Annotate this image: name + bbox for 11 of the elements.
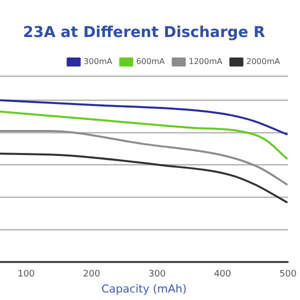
legend-label: 300mA (84, 57, 113, 66)
x-tick-label: 100 (18, 270, 36, 280)
x-tick-label: 400 (214, 270, 232, 280)
legend-label: 1200mA (188, 57, 223, 66)
x-tick-label: 300 (148, 270, 166, 280)
legend-label: 2000mA (246, 57, 281, 66)
x-axis-title: Capacity (mAh) (101, 282, 187, 296)
chart-title: 23A at Different Discharge R (22, 22, 266, 41)
x-tick-label: 500 (279, 270, 297, 280)
x-tick-label: 200 (83, 270, 100, 280)
legend-label: 600mA (136, 57, 166, 66)
